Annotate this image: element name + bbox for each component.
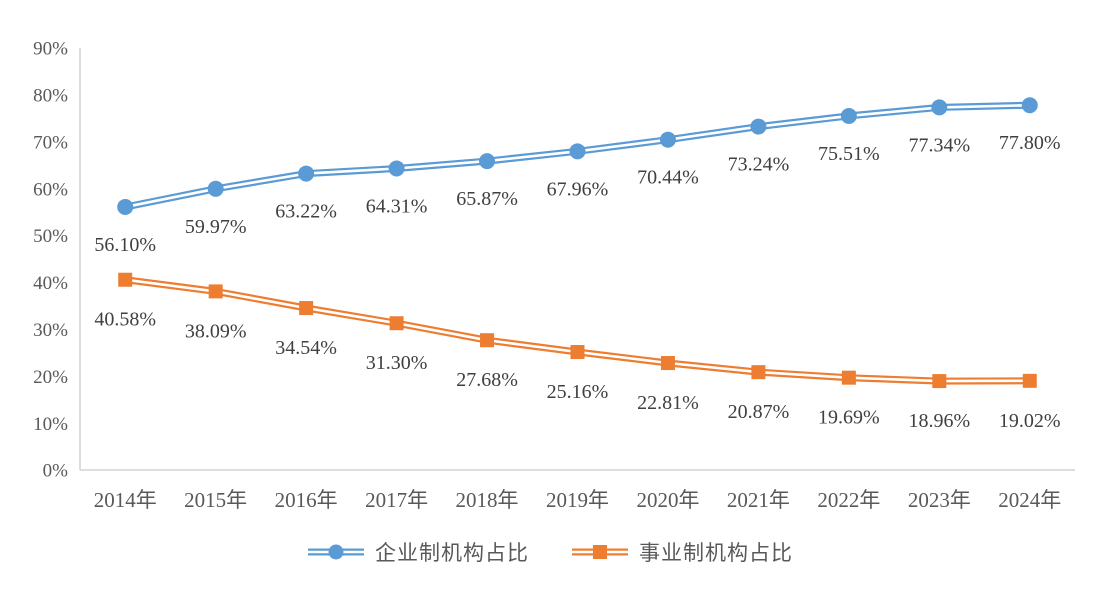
x-tick-label: 2022年 <box>817 488 880 512</box>
series-line-1 <box>121 276 1034 385</box>
data-point-circle <box>207 180 224 197</box>
data-label: 31.30% <box>366 352 428 374</box>
data-label: 63.22% <box>275 201 337 223</box>
data-point-square <box>480 333 495 348</box>
x-tick-label: 2019年 <box>546 488 609 512</box>
data-point-square <box>389 316 404 331</box>
data-label: 75.51% <box>818 143 880 165</box>
data-point-square <box>570 345 585 360</box>
data-label: 77.80% <box>999 132 1061 154</box>
data-point-square <box>751 365 766 380</box>
legend-label-enterprise: 企业制机构占比 <box>375 541 529 565</box>
x-tick-label: 2020年 <box>636 488 699 512</box>
data-point-square <box>660 356 675 371</box>
data-point-circle <box>388 160 405 177</box>
data-label: 67.96% <box>547 178 609 200</box>
y-tick-label: 70% <box>33 132 68 153</box>
data-label: 22.81% <box>637 392 699 414</box>
data-point-circle <box>840 107 857 124</box>
data-label: 19.69% <box>818 407 880 429</box>
x-tick-label: 2024年 <box>998 488 1061 512</box>
data-label: 34.54% <box>275 337 337 359</box>
y-tick-label: 60% <box>33 179 68 200</box>
y-tick-label: 50% <box>33 226 68 247</box>
data-point-circle <box>298 165 315 182</box>
data-label: 38.09% <box>185 320 247 342</box>
data-point-circle <box>1021 97 1038 114</box>
x-tick-label: 2014年 <box>94 488 157 512</box>
data-label: 77.34% <box>908 134 970 156</box>
data-label: 18.96% <box>908 410 970 432</box>
data-label: 19.02% <box>999 410 1061 432</box>
legend-item-enterprise-ratio: 企业制机构占比 <box>307 537 529 567</box>
x-tick-label: 2017年 <box>365 488 428 512</box>
data-point-circle <box>479 153 496 170</box>
legend-line-square-icon <box>572 545 628 559</box>
y-tick-label: 0% <box>43 461 69 482</box>
data-label: 73.24% <box>728 154 790 176</box>
data-label: 40.58% <box>94 309 156 331</box>
data-label: 59.97% <box>185 216 247 238</box>
data-point-square <box>932 374 947 389</box>
series-line-core-1 <box>125 278 1030 383</box>
chart-legend: 企业制机构占比 事业制机构占比 <box>0 534 1100 570</box>
y-tick-label: 20% <box>33 367 68 388</box>
line-chart-plot-area: 0% 10% 20% 30% 40% 50% 60% 70% 80% 90% 2014年 2015年 2… <box>33 39 1075 512</box>
legend-item-institution-ratio: 事业制机构占比 <box>571 537 793 567</box>
data-label: 64.31% <box>366 195 428 217</box>
data-point-square <box>299 301 314 316</box>
data-point-square <box>1022 373 1037 388</box>
data-point-circle <box>659 131 676 148</box>
x-tick-label: 2018年 <box>456 488 519 512</box>
data-point-square <box>118 272 133 287</box>
data-label: 27.68% <box>456 369 518 391</box>
data-point-circle <box>117 198 134 215</box>
x-tick-label: 2021年 <box>727 488 790 512</box>
data-label: 25.16% <box>547 381 609 403</box>
x-tick-label: 2016年 <box>275 488 338 512</box>
data-label: 20.87% <box>728 401 790 423</box>
y-tick-label: 30% <box>33 320 68 341</box>
x-tick-label: 2023年 <box>908 488 971 512</box>
data-label: 70.44% <box>637 167 699 189</box>
data-label: 56.10% <box>94 234 156 256</box>
y-tick-label: 40% <box>33 273 68 294</box>
y-tick-label: 80% <box>33 86 68 107</box>
y-tick-label: 10% <box>33 414 68 435</box>
x-tick-label: 2015年 <box>184 488 247 512</box>
y-tick-label: 90% <box>33 39 68 60</box>
legend-line-circle-icon <box>308 544 364 560</box>
data-point-circle <box>569 143 586 160</box>
legend-label-institution: 事业制机构占比 <box>639 541 793 565</box>
data-point-circle <box>931 99 948 116</box>
data-point-square <box>208 284 223 299</box>
data-point-square <box>841 370 856 385</box>
data-label: 65.87% <box>456 188 518 210</box>
data-point-circle <box>750 118 767 135</box>
